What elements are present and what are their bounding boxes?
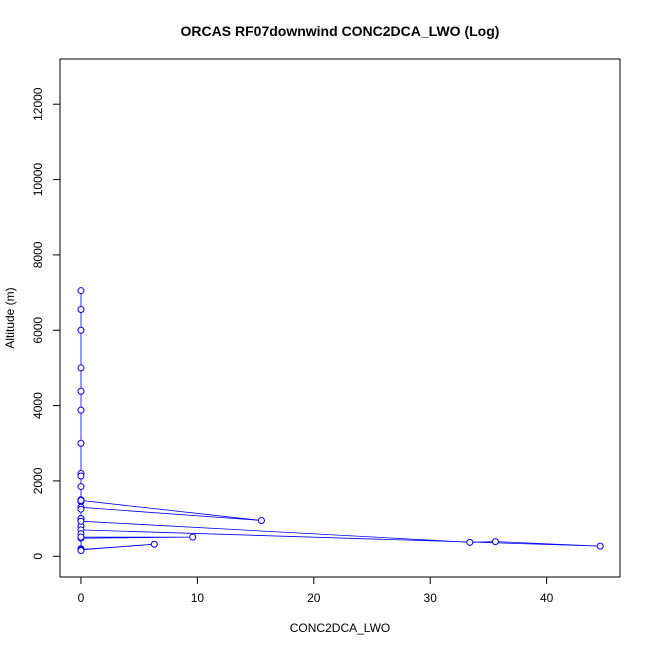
x-axis: 0 10 20 30 40	[78, 576, 554, 605]
data-point	[77, 306, 85, 314]
y-tick-label: 10000	[31, 163, 45, 197]
x-tick-label: 0	[78, 591, 85, 605]
data-point	[189, 533, 197, 541]
data-point	[77, 517, 85, 525]
data-point	[77, 505, 85, 513]
data-point	[77, 497, 85, 505]
series-line	[80, 290, 601, 551]
y-axis: 0 2000 4000 6000 8000 10000 12000	[31, 87, 61, 560]
plot-frame	[59, 58, 621, 578]
x-tick-label: 40	[540, 591, 554, 605]
data-point	[77, 483, 85, 491]
data-point	[257, 516, 265, 524]
chart-title: ORCAS RF07downwind CONC2DCA_LWO (Log)	[181, 23, 500, 39]
y-axis-label: Altitude (m)	[3, 287, 17, 348]
x-tick-label: 30	[424, 591, 438, 605]
data-point	[77, 406, 85, 414]
y-tick-label: 4000	[31, 392, 45, 419]
data-point	[77, 472, 85, 480]
data-point	[77, 364, 85, 372]
data-point	[77, 547, 85, 555]
y-tick-label: 8000	[31, 241, 45, 268]
data-point	[491, 538, 499, 546]
y-tick-label: 6000	[31, 317, 45, 344]
x-tick-label: 20	[307, 591, 321, 605]
data-point	[466, 538, 474, 546]
x-axis-label: CONC2DCA_LWO	[290, 621, 390, 635]
data-point	[77, 439, 85, 447]
y-tick-label: 12000	[31, 87, 45, 121]
x-tick-label: 10	[191, 591, 205, 605]
y-tick-label: 2000	[31, 467, 45, 494]
series-layer	[77, 287, 604, 555]
data-point	[77, 387, 85, 395]
y-tick-label: 0	[31, 553, 45, 560]
data-point	[77, 287, 85, 295]
data-point	[77, 326, 85, 334]
data-point	[150, 540, 158, 548]
data-point	[596, 542, 604, 550]
data-point	[77, 533, 85, 541]
